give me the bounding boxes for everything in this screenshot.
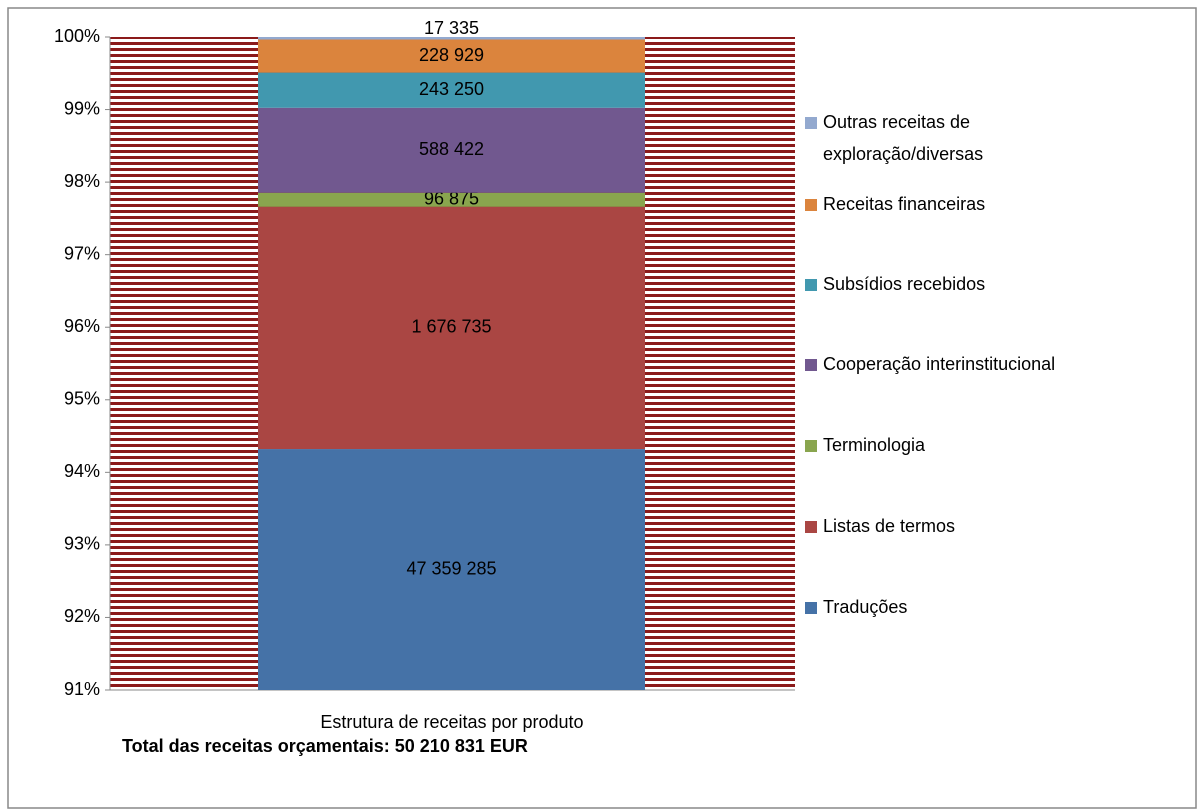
y-tick-label: 94% [64, 461, 100, 481]
legend-label: Terminologia [823, 435, 926, 455]
y-tick-label: 93% [64, 534, 100, 554]
bar-segment [258, 107, 645, 193]
data-label: 1 676 735 [411, 317, 491, 337]
note: Total das receitas orçamentais: 50 210 8… [122, 736, 528, 756]
legend-label: Listas de termos [823, 516, 955, 536]
data-label: 96 875 [424, 189, 479, 209]
data-label: 243 250 [419, 79, 484, 99]
legend-swatch [805, 279, 817, 291]
y-tick-label: 91% [64, 679, 100, 699]
y-tick-label: 97% [64, 243, 100, 263]
bar-segment [258, 192, 645, 207]
legend-label: Outras receitas de exploração/diversas [823, 112, 983, 164]
bar-segment [258, 449, 645, 690]
y-tick-label: 99% [64, 98, 100, 118]
y-tick-label: 92% [64, 606, 100, 626]
bar-segment [258, 72, 645, 108]
legend-swatch [805, 440, 817, 452]
legend-swatch [805, 199, 817, 211]
legend-swatch [805, 521, 817, 533]
data-label: 17 335 [424, 18, 479, 38]
bar-segment [258, 206, 645, 450]
y-tick-label: 96% [64, 316, 100, 336]
x-tick-label: Estrutura de receitas por produto [320, 712, 583, 732]
legend-swatch [805, 359, 817, 371]
legend-swatch [805, 117, 817, 129]
legend-label: Cooperação interinstitucional [823, 354, 1055, 374]
legend-label: Receitas financeiras [823, 194, 985, 214]
y-tick-label: 98% [64, 171, 100, 191]
legend-swatch [805, 602, 817, 614]
bar-segment [258, 37, 645, 40]
data-label: 228 929 [419, 45, 484, 65]
y-tick-label: 95% [64, 389, 100, 409]
chart-frame [7, 7, 1197, 809]
y-tick-label: 100% [54, 26, 100, 46]
data-label: 588 422 [419, 139, 484, 159]
data-label: 47 359 285 [406, 558, 496, 578]
legend-label: Traduções [823, 597, 907, 617]
legend-label: Subsídios recebidos [823, 274, 985, 294]
bar-segment [258, 39, 645, 73]
